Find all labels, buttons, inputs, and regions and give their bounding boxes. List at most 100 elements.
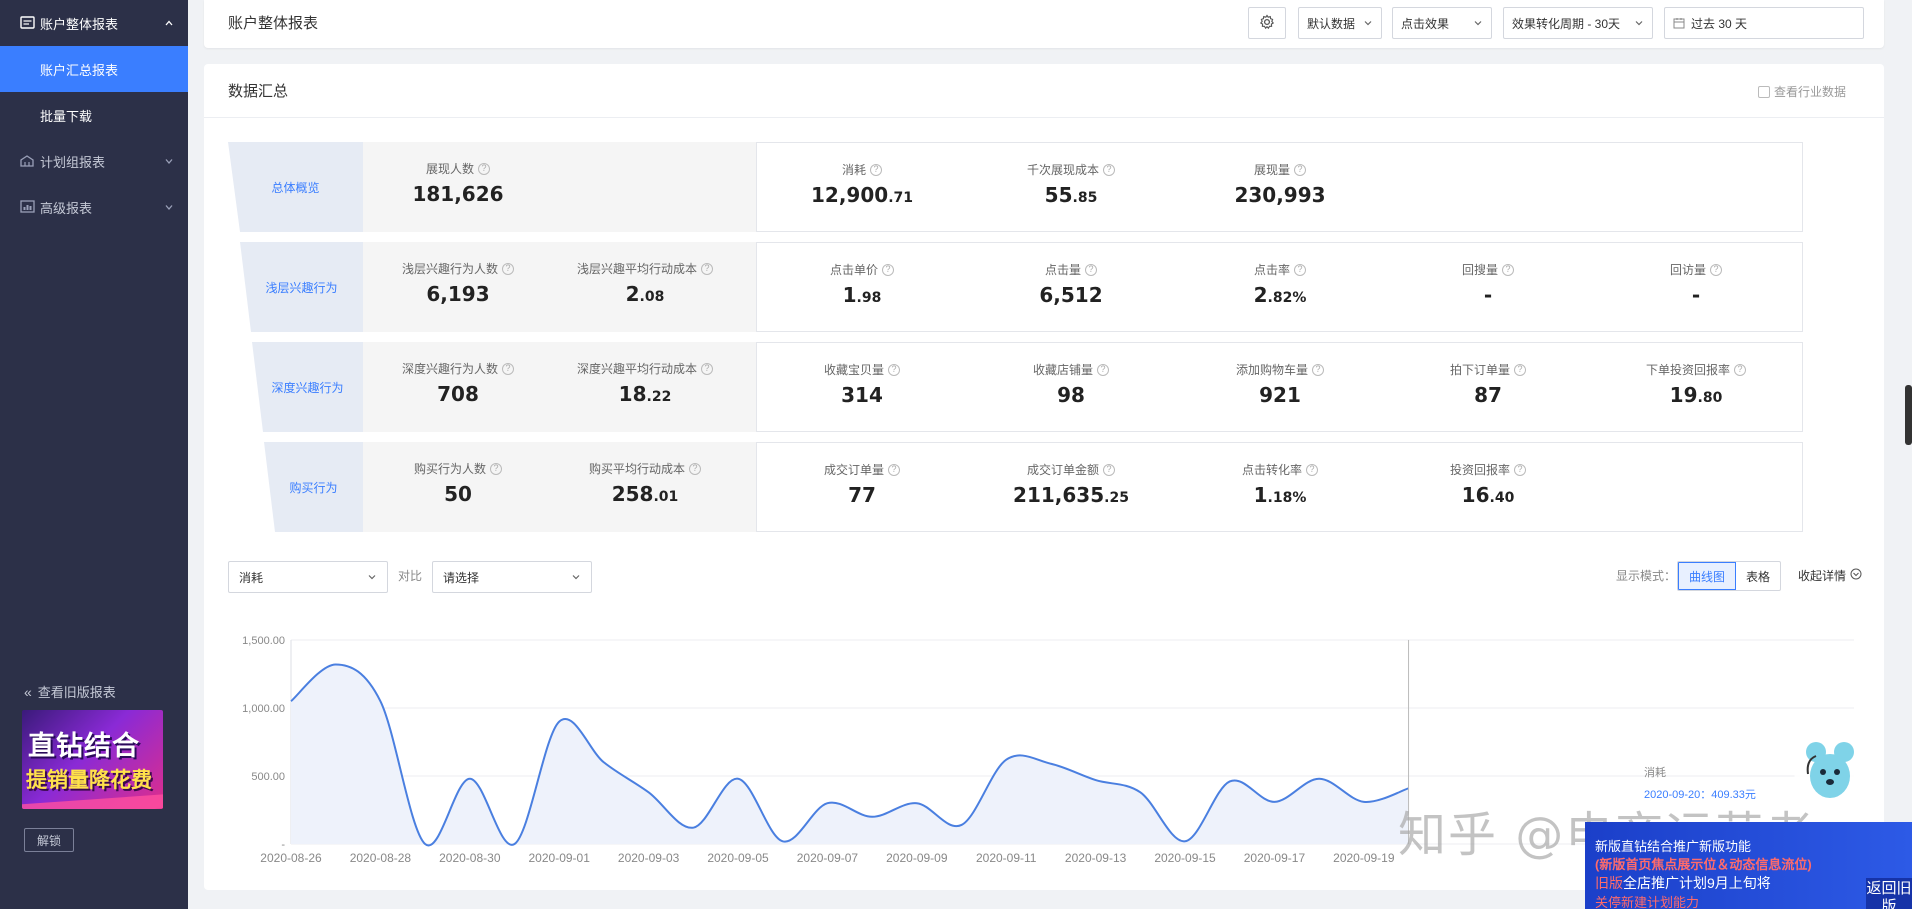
metric-select-value: 消耗 [239, 570, 264, 585]
funnel-row-purchase: 购买行为 购买行为人数? 50 购买平均行动成本? 258.01 成交订单量? … [228, 442, 1803, 532]
data-select-value: 默认数据 [1307, 16, 1356, 31]
help-icon[interactable]: ? [882, 263, 894, 276]
collapse-details-button[interactable]: 收起详情 [1798, 567, 1862, 584]
help-icon[interactable]: ? [888, 363, 900, 376]
data-summary-card: 数据汇总 查看行业数据 总体概览 展现人数? 181,626 消耗? 12,90… [204, 64, 1884, 890]
metric-name: 购买平均行动成本 [588, 462, 685, 476]
mascot-avatar[interactable] [1790, 730, 1870, 810]
funnel-row-overview: 总体概览 展现人数? 181,626 消耗? 12,900.71 千次展现成本?… [228, 142, 1803, 232]
x-tick-label: 2020-09-13 [1065, 851, 1127, 865]
checkbox-box[interactable] [1757, 85, 1770, 98]
effect-select-value: 点击效果 [1401, 16, 1450, 31]
metric-name: 成交订单量 [823, 463, 884, 477]
help-icon[interactable]: ? [1103, 463, 1115, 476]
help-icon[interactable]: ? [888, 463, 900, 476]
metric-item: 成交订单量? 77 [762, 461, 962, 507]
help-icon[interactable]: ? [870, 163, 882, 176]
chevron-down-icon [1473, 18, 1483, 28]
x-tick-label: 2020-09-19 [1333, 851, 1395, 865]
chevron-circle-up-icon [1850, 568, 1862, 583]
promo-notice-banner[interactable]: 新版直钻结合推广新版功能 (新版首页焦点展示位＆动态信息流位) 旧版全店推广计划… [1585, 822, 1912, 909]
sidebar-group-advanced-report[interactable]: 高级报表 [0, 184, 188, 230]
sidebar-group-label: 账户整体报表 [40, 16, 119, 32]
report-icon [20, 16, 36, 30]
chevron-up-icon [164, 18, 174, 28]
banner-line1: 新版直钻结合推广新版功能 [1595, 839, 1752, 854]
metric-name: 收藏宝贝量 [823, 363, 884, 377]
help-icon[interactable]: ? [478, 162, 490, 175]
view-old-report-link[interactable]: « 查看旧版报表 [24, 682, 116, 701]
funnel-row-deep-interest: 深度兴趣行为 深度兴趣行为人数? 708 深度兴趣平均行动成本? 18.22 收… [228, 342, 1803, 432]
metric-value: 50 [444, 482, 472, 506]
funnel-label: 浅层兴趣行为 [240, 242, 363, 332]
spend-line-chart: 1,500.00 1,000.00 500.00 -2020-08-26 2020-08… [242, 635, 1854, 865]
date-range-picker[interactable]: 过去 30 天 [1664, 7, 1864, 39]
gear-icon [1259, 14, 1275, 33]
help-icon[interactable]: ? [1312, 363, 1324, 376]
metric-item: 点击转化率? 1.18% [1180, 461, 1380, 507]
scrollbar-thumb[interactable] [1905, 385, 1912, 445]
help-icon[interactable]: ? [1097, 363, 1109, 376]
help-icon[interactable]: ? [1294, 263, 1306, 276]
metric-value: 16.40 [1461, 483, 1515, 507]
metric-name: 浅层兴趣平均行动成本 [576, 262, 697, 276]
y-tick-label: 500.00 [251, 771, 285, 783]
metric-select[interactable]: 消耗 [228, 561, 388, 593]
settings-button[interactable] [1248, 7, 1286, 39]
sidebar-item-batch-download[interactable]: 批量下载 [40, 108, 93, 124]
metric-name: 点击转化率 [1241, 463, 1302, 477]
back-to-old-version-button[interactable]: 返回旧版 [1866, 878, 1912, 909]
metric-item: 收藏店铺量? 98 [971, 361, 1171, 407]
help-icon[interactable]: ? [1103, 163, 1115, 176]
compare-select[interactable]: 请选择 [432, 561, 592, 593]
metric-item: 浅层兴趣平均行动成本? 2.08 [545, 260, 745, 306]
metric-name: 回访量 [1669, 263, 1706, 277]
metric-value: 181,626 [412, 182, 504, 206]
metric-name: 购买行为人数 [413, 462, 486, 476]
funnel-left-panel: 购买行为人数? 50 购买平均行动成本? 258.01 [363, 442, 756, 532]
promo-banner[interactable]: 直钻结合 提销量降花费 [22, 710, 163, 809]
help-icon[interactable]: ? [502, 262, 514, 275]
industry-data-checkbox[interactable]: 查看行业数据 [1757, 83, 1846, 100]
metric-item: 千次展现成本? 55.85 [971, 161, 1171, 207]
help-icon[interactable]: ? [490, 462, 502, 475]
help-icon[interactable]: ? [701, 362, 713, 375]
metric-name: 成交订单金额 [1026, 463, 1099, 477]
sidebar-item-account-summary[interactable]: 账户汇总报表 [0, 46, 188, 92]
metric-item: 点击量? 6,512 [971, 261, 1171, 307]
help-icon[interactable]: ? [689, 462, 701, 475]
tooltip-series: 消耗 [1644, 767, 1666, 779]
help-icon[interactable]: ? [1502, 263, 1514, 276]
effect-select[interactable]: 点击效果 [1392, 7, 1492, 39]
help-icon[interactable]: ? [1085, 263, 1097, 276]
mode-curve-button[interactable]: 曲线图 [1678, 562, 1737, 590]
metric-item: 成交订单金额? 211,635.25 [971, 461, 1171, 507]
mode-table-button[interactable]: 表格 [1746, 569, 1771, 584]
conversion-period-select[interactable]: 效果转化周期 - 30天 [1503, 7, 1653, 39]
metric-value: 12,900.71 [811, 183, 913, 207]
help-icon[interactable]: ? [1710, 263, 1722, 276]
summary-title: 数据汇总 [204, 64, 1884, 118]
y-tick-label: - [281, 839, 285, 851]
display-mode-label: 显示模式： [1616, 569, 1677, 583]
data-select[interactable]: 默认数据 [1298, 7, 1382, 39]
old-report-label: 查看旧版报表 [37, 685, 116, 700]
promo-line1: 直钻结合 [28, 731, 140, 762]
help-icon[interactable]: ? [1514, 463, 1526, 476]
metric-item: 点击单价? 1.98 [762, 261, 962, 307]
help-icon[interactable]: ? [1514, 363, 1526, 376]
metric-item: 点击率? 2.82% [1180, 261, 1380, 307]
help-icon[interactable]: ? [1306, 463, 1318, 476]
help-icon[interactable]: ? [1734, 363, 1746, 376]
metric-item: 深度兴趣行为人数? 708 [358, 360, 558, 406]
help-icon[interactable]: ? [701, 262, 713, 275]
funnel-right-panel: 消耗? 12,900.71 千次展现成本? 55.85 展现量? 230,993 [756, 142, 1803, 232]
metric-item: 下单投资回报率? 19.80 [1596, 361, 1796, 407]
sidebar-group-plan-group-report[interactable]: 计划组报表 [0, 138, 188, 184]
display-mode-toggle: 曲线图 表格 [1677, 561, 1782, 591]
metric-value: 55.85 [1044, 183, 1098, 207]
help-icon[interactable]: ? [1294, 163, 1306, 176]
help-icon[interactable]: ? [502, 362, 514, 375]
unlock-button[interactable]: 解锁 [24, 828, 74, 852]
sidebar-group-account-report[interactable]: 账户整体报表 [0, 0, 188, 46]
